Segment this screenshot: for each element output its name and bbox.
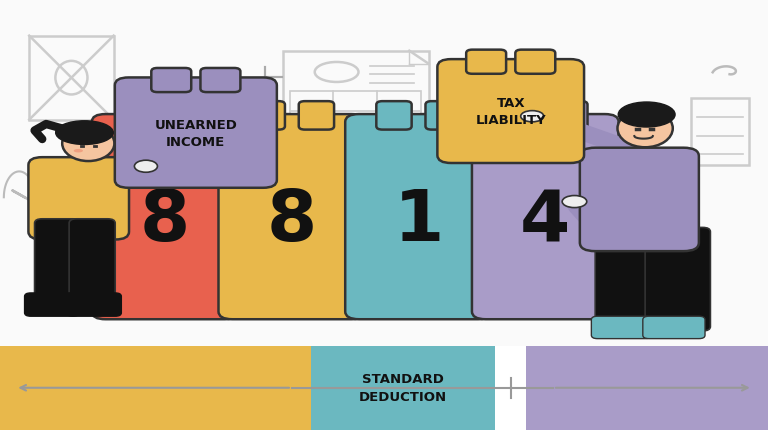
FancyBboxPatch shape: [515, 51, 555, 75]
Bar: [311, 346, 495, 430]
Ellipse shape: [74, 150, 83, 153]
Text: 4: 4: [520, 187, 571, 256]
FancyBboxPatch shape: [580, 148, 699, 252]
Ellipse shape: [562, 196, 587, 208]
FancyBboxPatch shape: [591, 316, 651, 339]
FancyBboxPatch shape: [466, 51, 506, 75]
FancyBboxPatch shape: [218, 115, 365, 319]
Bar: [691, 99, 749, 166]
FancyBboxPatch shape: [552, 102, 588, 130]
Bar: [29, 37, 114, 120]
Bar: [290, 92, 421, 149]
FancyBboxPatch shape: [376, 102, 412, 130]
Ellipse shape: [62, 126, 114, 162]
FancyBboxPatch shape: [250, 102, 285, 130]
FancyBboxPatch shape: [595, 224, 655, 331]
Text: STANDARD
DEDUCTION: STANDARD DEDUCTION: [359, 372, 447, 403]
Ellipse shape: [617, 110, 673, 148]
Ellipse shape: [618, 103, 675, 128]
FancyBboxPatch shape: [25, 293, 79, 316]
Text: UNEARNED
INCOME: UNEARNED INCOME: [154, 118, 237, 148]
FancyBboxPatch shape: [28, 158, 129, 240]
FancyBboxPatch shape: [123, 102, 158, 130]
FancyBboxPatch shape: [299, 102, 334, 130]
FancyBboxPatch shape: [346, 115, 492, 319]
FancyBboxPatch shape: [67, 293, 121, 316]
Ellipse shape: [521, 111, 544, 123]
FancyBboxPatch shape: [92, 115, 238, 319]
Bar: [0, 346, 311, 430]
FancyBboxPatch shape: [645, 228, 710, 331]
Bar: [526, 346, 768, 430]
FancyBboxPatch shape: [643, 316, 705, 339]
Ellipse shape: [56, 122, 114, 145]
FancyBboxPatch shape: [35, 219, 81, 307]
FancyBboxPatch shape: [200, 69, 240, 93]
Text: 1: 1: [393, 187, 444, 256]
FancyBboxPatch shape: [172, 102, 207, 130]
FancyBboxPatch shape: [425, 102, 461, 130]
Text: 8: 8: [266, 187, 317, 256]
Bar: [495, 346, 526, 430]
FancyBboxPatch shape: [115, 78, 277, 188]
FancyBboxPatch shape: [437, 60, 584, 164]
FancyBboxPatch shape: [69, 219, 115, 307]
Ellipse shape: [134, 161, 157, 173]
FancyBboxPatch shape: [503, 102, 538, 130]
Bar: [283, 52, 429, 176]
Text: 8: 8: [140, 187, 190, 256]
FancyBboxPatch shape: [151, 69, 191, 93]
Text: TAX
LIABILITY: TAX LIABILITY: [475, 97, 546, 127]
FancyBboxPatch shape: [472, 115, 618, 319]
